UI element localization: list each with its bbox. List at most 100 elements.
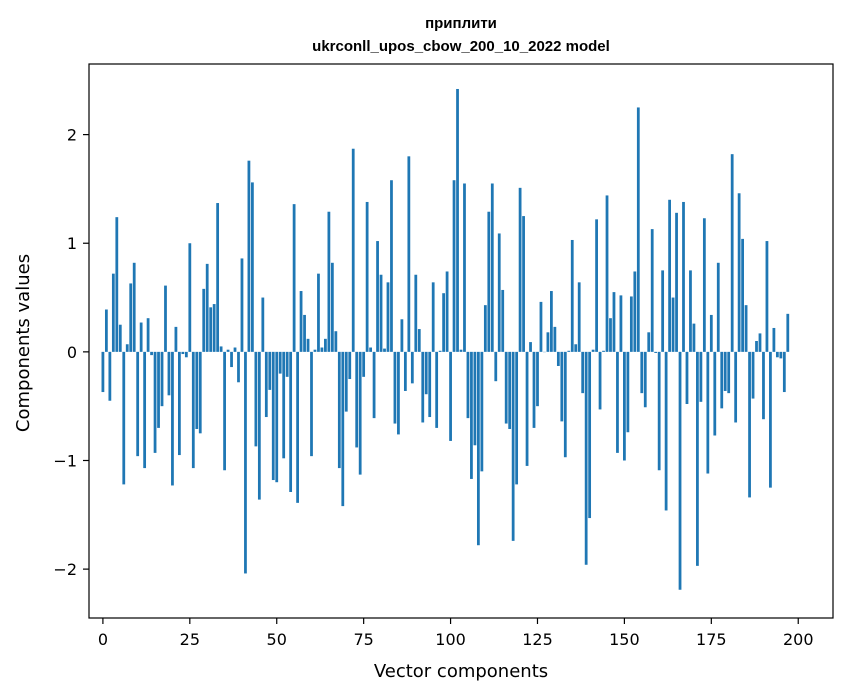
plot-frame	[88, 63, 834, 619]
bar	[160, 351, 164, 407]
bar	[348, 351, 352, 380]
bar	[153, 351, 157, 453]
bar	[636, 107, 640, 352]
bar	[633, 271, 637, 352]
bar	[372, 351, 376, 419]
y-tick-label: 1	[67, 234, 77, 253]
bar	[682, 201, 685, 352]
bar	[497, 233, 501, 352]
bar	[167, 351, 171, 396]
bar	[765, 241, 769, 352]
bar	[278, 351, 282, 374]
bar	[254, 351, 258, 447]
bar	[782, 351, 786, 393]
bar	[616, 351, 619, 453]
bar	[692, 323, 696, 352]
bar	[574, 344, 578, 352]
bar	[734, 351, 738, 423]
bar	[111, 273, 115, 352]
bar	[713, 351, 717, 436]
bar	[174, 326, 178, 352]
bar	[629, 296, 633, 352]
bar	[650, 229, 654, 352]
bar	[198, 351, 202, 434]
bar	[706, 351, 710, 474]
bar	[675, 212, 678, 352]
bar	[296, 351, 299, 503]
x-axis-label: Vector components	[374, 661, 548, 682]
x-tick-label: 175	[696, 630, 727, 649]
bar	[550, 291, 553, 352]
bar	[476, 351, 480, 546]
bar	[744, 305, 748, 352]
bar	[178, 351, 181, 456]
bar	[209, 307, 213, 352]
bar	[762, 351, 765, 420]
x-tick-label: 100	[435, 630, 466, 649]
bar	[779, 351, 783, 359]
y-axis-ticks: −2 −1 0 1 2	[53, 126, 89, 579]
chart-subtitle: ukrconll_upos_cbow_200_10_2022 model	[312, 38, 610, 55]
bar	[341, 351, 345, 507]
bar	[136, 351, 140, 457]
bar	[643, 351, 647, 408]
bar	[143, 351, 147, 469]
bar	[237, 351, 240, 383]
bar	[452, 180, 456, 352]
bar	[584, 351, 588, 565]
bar	[164, 285, 167, 352]
x-tick-label: 200	[783, 630, 814, 649]
bar	[730, 154, 734, 352]
x-tick-label: 50	[267, 630, 287, 649]
bar	[483, 305, 487, 352]
bar	[188, 243, 192, 352]
bar	[490, 183, 494, 352]
bar	[567, 350, 571, 352]
bar	[157, 351, 160, 428]
bar	[591, 349, 595, 352]
x-tick-label: 150	[609, 630, 640, 649]
bar	[577, 282, 581, 352]
bar	[310, 351, 313, 457]
bar	[414, 274, 418, 352]
bar	[689, 270, 692, 352]
y-axis-label: Components values	[13, 254, 34, 432]
bar	[118, 324, 122, 352]
bar	[299, 291, 303, 352]
bar	[598, 351, 602, 410]
bar	[251, 182, 254, 352]
bar	[494, 351, 498, 382]
bar	[275, 351, 279, 483]
bar	[181, 351, 185, 355]
bar	[647, 332, 651, 352]
bar	[324, 338, 327, 352]
bar	[748, 351, 751, 498]
bar	[723, 351, 727, 391]
bar	[678, 351, 682, 590]
bar	[709, 314, 713, 352]
y-tick-label: 0	[67, 343, 77, 362]
bar	[327, 211, 331, 352]
bar	[379, 274, 383, 352]
bar	[104, 309, 108, 352]
bar	[369, 347, 372, 352]
bar	[654, 351, 658, 353]
bar	[536, 351, 539, 407]
bar	[223, 351, 226, 471]
bar	[702, 218, 706, 352]
bar	[313, 349, 317, 352]
bar	[473, 351, 477, 446]
bar	[758, 333, 762, 352]
bar	[626, 351, 630, 433]
y-tick-label: 2	[67, 126, 77, 145]
bar	[191, 351, 195, 469]
bar	[303, 314, 306, 352]
bar	[671, 297, 675, 352]
bar	[699, 351, 703, 402]
bar	[365, 201, 369, 352]
bar	[623, 351, 626, 461]
bar	[362, 351, 366, 377]
bar	[539, 301, 543, 352]
bar	[668, 199, 671, 352]
